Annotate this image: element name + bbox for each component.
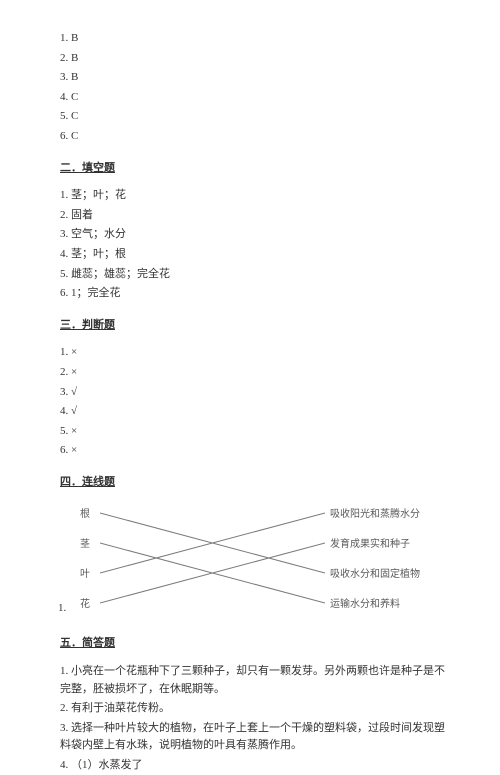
- choice-num: 2: [60, 52, 66, 64]
- match-right-0: 吸收阳光和蒸腾水分: [330, 507, 420, 523]
- choice-answers: 1. B 2. B 3. B 4. C 5. C 6. C: [60, 30, 450, 146]
- fill-item: 1. 茎；叶；花: [60, 187, 450, 205]
- match-right-1: 发育成果实和种子: [330, 537, 410, 553]
- match-right-2: 吸收水分和固定植物: [330, 567, 420, 583]
- choice-ans: C: [71, 110, 78, 122]
- choice-num: 5: [60, 110, 66, 122]
- fill-item: 6. 1；完全花: [60, 285, 450, 303]
- match-number: 1.: [58, 600, 66, 618]
- match-left-2: 叶: [80, 567, 90, 583]
- match-left-1: 茎: [80, 537, 90, 553]
- short-answers: 1. 小亮在一个花瓶种下了三颗种子，却只有一颗发芽。另外两颗也许是种子是不完整，…: [60, 663, 450, 775]
- fill-item: 2. 固着: [60, 207, 450, 225]
- choice-item: 4. C: [60, 89, 450, 107]
- choice-num: 1: [60, 32, 66, 44]
- choice-ans: B: [71, 32, 78, 44]
- judge-item: 6. ×: [60, 442, 450, 460]
- judge-title: 三．判断题: [60, 317, 450, 335]
- fill-title: 二．填空题: [60, 160, 450, 178]
- choice-ans: C: [71, 130, 78, 142]
- judge-item: 3. √: [60, 384, 450, 402]
- choice-ans: B: [71, 71, 78, 83]
- match-left-3: 花: [80, 597, 90, 613]
- choice-num: 3: [60, 71, 66, 83]
- match-lines-svg: [100, 501, 325, 621]
- choice-item: 1. B: [60, 30, 450, 48]
- fill-answers: 1. 茎；叶；花 2. 固着 3. 空气；水分 4. 茎；叶；根 5. 雌蕊；雄…: [60, 187, 450, 303]
- choice-item: 5. C: [60, 108, 450, 126]
- choice-item: 2. B: [60, 50, 450, 68]
- judge-item: 5. ×: [60, 423, 450, 441]
- short-item: 1. 小亮在一个花瓶种下了三颗种子，却只有一颗发芽。另外两颗也许是种子是不完整，…: [60, 663, 450, 698]
- choice-num: 4: [60, 91, 66, 103]
- choice-item: 3. B: [60, 69, 450, 87]
- fill-item: 4. 茎；叶；根: [60, 246, 450, 264]
- short-item: 3. 选择一种叶片较大的植物，在叶子上套上一个干燥的塑料袋，过段时间发现塑料袋内…: [60, 720, 450, 755]
- matching-diagram: 1. 根 茎 叶 花 吸收阳光和蒸腾水分 发育成果实和种子 吸收水分和固定植物 …: [80, 501, 440, 621]
- match-right-3: 运输水分和养料: [330, 597, 400, 613]
- match-title: 四．连线题: [60, 474, 450, 492]
- judge-item: 1. ×: [60, 344, 450, 362]
- choice-ans: B: [71, 52, 78, 64]
- short-item: 4. （1）水蒸发了: [60, 757, 450, 775]
- fill-item: 5. 雌蕊；雄蕊；完全花: [60, 266, 450, 284]
- short-item: 2. 有利于油菜花传粉。: [60, 700, 450, 718]
- match-left-0: 根: [80, 507, 90, 523]
- short-title: 五．简答题: [60, 635, 450, 653]
- choice-num: 6: [60, 130, 66, 142]
- judge-answers: 1. × 2. × 3. √ 4. √ 5. × 6. ×: [60, 344, 450, 460]
- choice-ans: C: [71, 91, 78, 103]
- choice-item: 6. C: [60, 128, 450, 146]
- judge-item: 4. √: [60, 403, 450, 421]
- fill-item: 3. 空气；水分: [60, 226, 450, 244]
- judge-item: 2. ×: [60, 364, 450, 382]
